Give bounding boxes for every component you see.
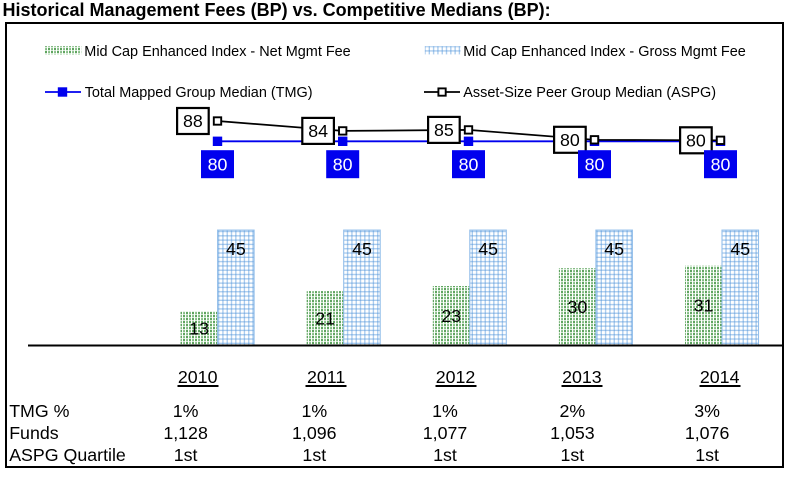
svg-text:30: 30 bbox=[568, 297, 588, 317]
svg-text:80: 80 bbox=[560, 130, 580, 150]
svg-text:80: 80 bbox=[208, 154, 228, 174]
svg-text:13: 13 bbox=[189, 319, 209, 339]
svg-text:21: 21 bbox=[315, 308, 335, 328]
svg-text:84: 84 bbox=[308, 121, 328, 141]
svg-text:45: 45 bbox=[478, 239, 498, 259]
svg-text:80: 80 bbox=[585, 154, 605, 174]
svg-text:45: 45 bbox=[604, 239, 624, 259]
svg-text:85: 85 bbox=[434, 120, 454, 140]
svg-text:80: 80 bbox=[711, 154, 731, 174]
svg-text:80: 80 bbox=[333, 154, 353, 174]
svg-text:45: 45 bbox=[352, 239, 372, 259]
svg-text:80: 80 bbox=[686, 130, 706, 150]
svg-text:23: 23 bbox=[441, 306, 461, 326]
svg-text:80: 80 bbox=[459, 154, 479, 174]
svg-text:45: 45 bbox=[226, 239, 246, 259]
svg-text:45: 45 bbox=[730, 239, 750, 259]
svg-text:88: 88 bbox=[183, 111, 203, 131]
svg-text:31: 31 bbox=[694, 296, 714, 316]
